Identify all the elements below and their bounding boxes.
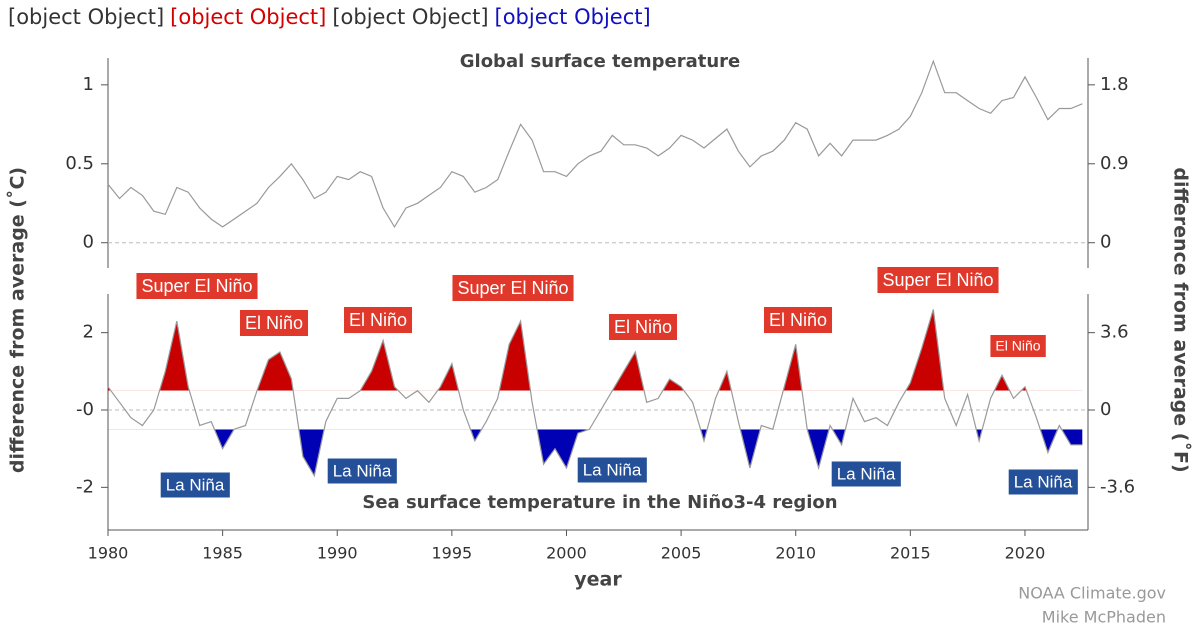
annotation-text: El Niño xyxy=(245,313,303,333)
y-tick-label: 1 xyxy=(83,74,94,95)
annotation: El Niño xyxy=(239,310,309,336)
x-tick-label: 2020 xyxy=(1005,544,1046,563)
line xyxy=(107,309,1083,478)
annotation-box xyxy=(1008,469,1078,495)
y2-tick-label: 1.8 xyxy=(1100,74,1129,95)
y2-tick-label: 0.9 xyxy=(1100,153,1129,174)
annotation: El Niño xyxy=(608,314,678,340)
annotation: La Niña xyxy=(577,457,647,483)
title-part: [object Object] xyxy=(8,5,164,29)
la-nina-area xyxy=(214,429,1083,476)
annotation-text: El Niño xyxy=(614,317,672,337)
title-part: [object Object] xyxy=(170,5,326,29)
credit: Mike McPhaden xyxy=(1042,608,1166,627)
y-tick-label: 2 xyxy=(83,322,94,343)
annotation: La Niña xyxy=(1008,469,1078,495)
y2-tick-label: 0 xyxy=(1100,232,1111,253)
credit: NOAA Climate.gov xyxy=(1018,584,1166,603)
annotation-box xyxy=(136,273,258,299)
annotation: La Niña xyxy=(831,461,901,487)
x-tick-label: 1990 xyxy=(317,544,358,563)
y-tick-label: 0 xyxy=(83,232,94,253)
panel-title: Global surface temperature xyxy=(460,51,741,72)
annotation-box xyxy=(990,335,1046,357)
el-nino-area xyxy=(108,309,1027,391)
y-tick-label: -2 xyxy=(76,476,94,497)
annotation-text: La Niña xyxy=(166,475,225,494)
y2-tick-label: -3.6 xyxy=(1100,476,1135,497)
annotation: La Niña xyxy=(160,472,230,498)
y2-tick-label: 0 xyxy=(1100,399,1111,420)
annotation-box xyxy=(239,310,309,336)
annotation-box xyxy=(327,458,397,484)
annotation-box xyxy=(763,307,833,333)
y-tick-label: -0 xyxy=(76,399,94,420)
line xyxy=(107,59,1083,229)
x-tick-label: 1985 xyxy=(202,544,243,563)
annotation-box xyxy=(160,472,230,498)
annotation-box xyxy=(877,267,999,293)
y2-tick-label: 3.6 xyxy=(1100,322,1129,343)
panel-title: Sea surface temperature in the Niño3-4 r… xyxy=(362,492,837,513)
x-tick-label: 1980 xyxy=(88,544,129,563)
x-tick-label: 2010 xyxy=(775,544,816,563)
annotation-text: La Niña xyxy=(1014,472,1073,491)
annotation: Super El Niño xyxy=(452,275,574,301)
x-tick-label: 2005 xyxy=(661,544,702,563)
x-tick-label: 1995 xyxy=(432,544,473,563)
annotation: Super El Niño xyxy=(877,267,999,293)
annotation-text: El Niño xyxy=(995,338,1040,354)
annotation-text: Super El Niño xyxy=(457,278,568,298)
annotation-text: Super El Niño xyxy=(141,276,252,296)
y-axis-label: difference from average (˚C) xyxy=(6,167,29,473)
y2-axis-label: difference from average (˚F) xyxy=(1170,167,1193,472)
annotation-text: La Niña xyxy=(333,461,392,480)
annotation: El Niño xyxy=(763,307,833,333)
annotation-text: La Niña xyxy=(583,460,642,479)
annotation-box xyxy=(343,307,413,333)
annotation-box xyxy=(577,457,647,483)
x-tick-label: 2015 xyxy=(890,544,931,563)
annotation-text: El Niño xyxy=(349,310,407,330)
annotation: La Niña xyxy=(327,458,397,484)
annotation: El Niño xyxy=(343,307,413,333)
title-part: [object Object] xyxy=(332,5,488,29)
annotation-text: La Niña xyxy=(837,464,896,483)
x-axis-label: year xyxy=(574,569,622,591)
annotation-box xyxy=(831,461,901,487)
chart-title: [object Object] [object Object] [object Ob… xyxy=(8,5,651,29)
annotation-text: Super El Niño xyxy=(882,270,993,290)
annotation: El Niño xyxy=(990,335,1046,357)
annotation-box xyxy=(608,314,678,340)
annotation: Super El Niño xyxy=(136,273,258,299)
annotation-box xyxy=(452,275,574,301)
y-tick-label: 0.5 xyxy=(65,153,94,174)
title-part: [object Object] xyxy=(495,5,651,29)
annotation-text: El Niño xyxy=(769,310,827,330)
x-tick-label: 2000 xyxy=(546,544,587,563)
